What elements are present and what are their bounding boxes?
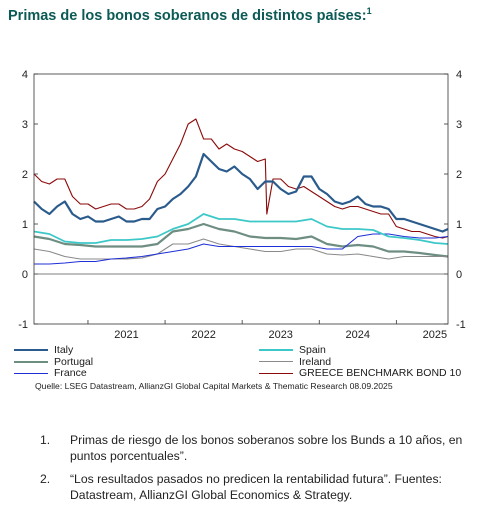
y-tick-label-left: -1 <box>18 319 28 331</box>
chart-title: Primas de los bonos soberanos de distint… <box>8 6 372 24</box>
y-tick-label-left: 4 <box>22 69 28 81</box>
y-tick-label-left: 2 <box>22 169 28 181</box>
x-tick-label: 2023 <box>268 329 292 340</box>
y-tick-label-right: 0 <box>456 269 462 281</box>
y-tick-label-left: 3 <box>22 119 28 131</box>
series-line-greece-benchmark-bond-10 <box>33 118 449 239</box>
footnote-text: Primas de riesgo de los bonos soberanos … <box>70 433 463 463</box>
legend-item: Portugal <box>14 356 93 368</box>
y-tick-label-right: 1 <box>456 219 462 231</box>
legend-label: GREECE BENCHMARK BOND 10 <box>299 367 462 379</box>
footnote-item: 2. “Los resultados pasados no predicen l… <box>40 471 480 503</box>
y-tick-label-right: 3 <box>456 119 462 131</box>
line-chart: 4 3 2 1 0 -1 4 3 2 1 0 -1 2021 2022 2023 2024 2025 <box>18 69 466 340</box>
legend-label: France <box>54 367 87 379</box>
y-tick-label-right: 2 <box>456 169 462 181</box>
footnote-number: 2. <box>40 472 51 486</box>
legend-swatch <box>14 360 48 363</box>
y-tick-labels-left: 4 3 2 1 0 -1 <box>18 69 38 331</box>
legend-item: GREECE BENCHMARK BOND 10 <box>259 367 461 379</box>
legend-label: Spain <box>299 344 326 356</box>
x-tick-labels: 2021 2022 2023 2024 2025 <box>87 320 447 340</box>
legend-item: Spain <box>259 344 326 356</box>
legend-item: Ireland <box>259 356 331 368</box>
legend-item: Italy <box>14 344 73 356</box>
title-footnote-mark: 1 <box>366 6 372 16</box>
legend-swatch <box>259 349 293 351</box>
y-tick-labels-right: 4 3 2 1 0 -1 <box>444 69 466 331</box>
series-line-spain <box>33 213 449 245</box>
y-tick-label-left: 1 <box>22 219 28 231</box>
plot-area-frame <box>33 73 449 325</box>
legend-swatch <box>14 349 48 351</box>
x-tick-label: 2024 <box>346 329 370 340</box>
series-line-ireland <box>33 238 448 260</box>
legend-swatch <box>259 361 293 362</box>
legend-label: Ireland <box>299 355 332 368</box>
legend-label: Portugal <box>54 355 94 368</box>
legend-item: France <box>14 367 87 379</box>
legend-swatch <box>259 372 293 374</box>
y-tick-label-left: 0 <box>22 269 28 281</box>
source-note: Quelle: LSEG Datastream, AllianzGI Globa… <box>35 381 393 391</box>
x-tick-label: 2022 <box>191 329 215 340</box>
legend-swatch <box>14 372 48 374</box>
y-tick-label-right: -1 <box>456 319 466 331</box>
x-tick-label: 2021 <box>114 329 138 340</box>
footnote-text: “Los resultados pasados no predicen la r… <box>70 472 442 502</box>
footnote-item: 1. Primas de riesgo de los bonos soberan… <box>40 432 480 464</box>
footnotes: 1. Primas de riesgo de los bonos soberan… <box>40 432 480 510</box>
series-line-italy <box>33 152 449 233</box>
series-lines <box>33 118 449 265</box>
legend-label: Italy <box>54 344 74 356</box>
footnote-number: 1. <box>40 433 51 447</box>
y-tick-label-right: 4 <box>456 69 462 81</box>
x-tick-label: 2025 <box>423 329 447 340</box>
series-line-portugal <box>33 222 449 258</box>
chart-title-text: Primas de los bonos soberanos de distint… <box>8 7 367 24</box>
